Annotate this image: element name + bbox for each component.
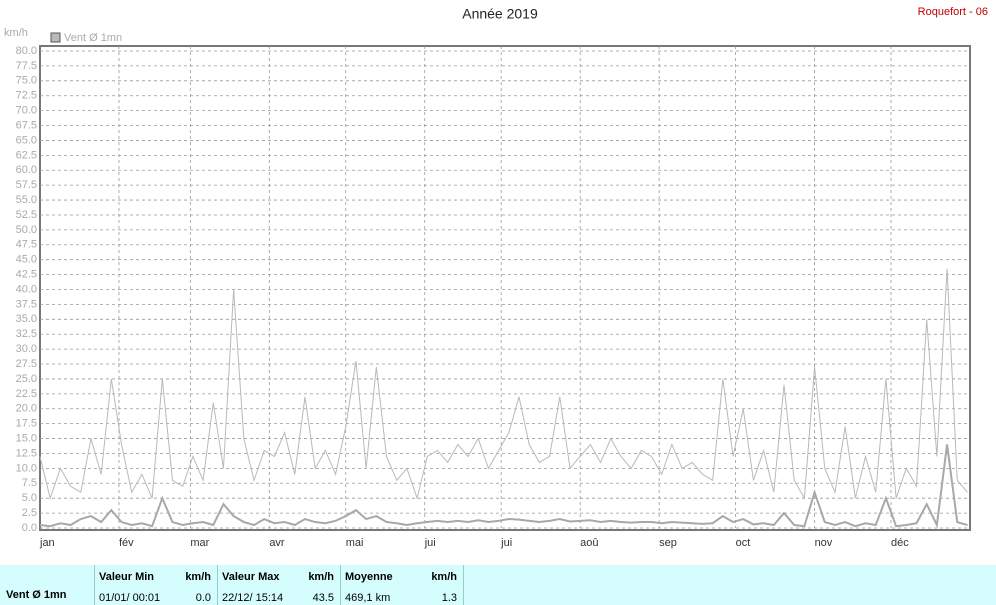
y-tick-label: 35.0: [16, 313, 37, 325]
x-tick-label: jui: [500, 537, 512, 549]
y-tick-label: 32.5: [16, 328, 37, 340]
y-tick-label: 15.0: [16, 432, 37, 444]
y-tick-label: 70.0: [16, 105, 37, 117]
y-tick-label: 40.0: [16, 283, 37, 295]
series-line: [39, 444, 968, 529]
stats-unit: km/h: [431, 571, 457, 583]
x-tick-label: sep: [659, 537, 677, 549]
y-tick-label: 57.5: [16, 179, 37, 191]
y-tick-label: 60.0: [16, 164, 37, 176]
y-tick-label: 12.5: [16, 447, 37, 459]
stats-bar: Vent Ø 1mn Valeur Min km/h 01/01/ 00:01 0.0…: [0, 565, 996, 605]
y-tick-label: 72.5: [16, 90, 37, 102]
x-tick-label: jui: [424, 537, 436, 549]
y-tick-label: 25.0: [16, 373, 37, 385]
y-tick-label: 37.5: [16, 298, 37, 310]
chart-title: Année 2019: [462, 6, 538, 22]
y-tick-label: 5.0: [22, 492, 37, 504]
stats-value: 1.3: [441, 592, 457, 604]
y-axis-label: km/h: [4, 27, 28, 39]
x-tick-label: oct: [736, 537, 751, 549]
stats-column: Valeur Max km/h 22/12/ 15:14 43.5: [218, 565, 341, 605]
station-name: Roquefort - 06: [918, 6, 988, 18]
x-tick-label: avr: [269, 537, 285, 549]
y-tick-label: 62.5: [16, 149, 37, 161]
x-tick-label: jan: [39, 537, 55, 549]
x-tick-label: mar: [190, 537, 209, 549]
y-tick-label: 27.5: [16, 358, 37, 370]
y-tick-label: 52.5: [16, 209, 37, 221]
x-tick-label: nov: [815, 537, 833, 549]
stats-column: Valeur Min km/h 01/01/ 00:01 0.0: [95, 565, 218, 605]
x-tick-label: fév: [119, 537, 134, 549]
y-tick-label: 2.5: [22, 507, 37, 519]
y-tick-label: 65.0: [16, 134, 37, 146]
stats-header: Valeur Min: [99, 571, 155, 583]
y-tick-label: 0.0: [22, 522, 37, 534]
stats-header: Moyenne: [345, 571, 393, 583]
stats-info: 22/12/ 15:14: [222, 592, 284, 604]
y-tick-label: 42.5: [16, 269, 37, 281]
y-tick-label: 50.0: [16, 224, 37, 236]
stats-unit: km/h: [185, 571, 211, 583]
y-tick-label: 80.0: [16, 45, 37, 57]
plot-frame: [39, 45, 971, 531]
y-tick-label: 22.5: [16, 388, 37, 400]
chart: Année 2019 Roquefort - 06 km/h 0.0 2.5 5.0…: [4, 6, 988, 549]
stats-value: 0.0: [195, 592, 211, 604]
series-line: [39, 268, 968, 500]
y-tick-label: 47.5: [16, 239, 37, 251]
stats-info: 01/01/ 00:01: [99, 592, 161, 604]
y-tick-label: 77.5: [16, 60, 37, 72]
x-tick-label: aoû: [580, 537, 598, 549]
y-tick-label: 45.0: [16, 254, 37, 266]
legend-label: Vent Ø 1mn: [64, 32, 122, 44]
stats-label: Vent Ø 1mn: [0, 565, 95, 605]
y-tick-label: 67.5: [16, 119, 37, 131]
x-tick-label: mai: [346, 537, 364, 549]
y-tick-label: 7.5: [22, 477, 37, 489]
y-tick-label: 55.0: [16, 194, 37, 206]
y-tick-label: 10.0: [16, 462, 37, 474]
x-tick-label: déc: [891, 537, 909, 549]
stats-value: 43.5: [312, 592, 334, 604]
y-tick-label: 30.0: [16, 343, 37, 355]
stats-unit: km/h: [308, 571, 334, 583]
y-tick-label: 75.0: [16, 75, 37, 87]
stats-column: Moyenne km/h 469,1 km 1.3: [341, 565, 464, 605]
stats-header: Valeur Max: [222, 571, 280, 583]
legend-swatch: [50, 32, 61, 43]
stats-info: 469,1 km: [345, 592, 391, 604]
y-tick-label: 20.0: [16, 403, 37, 415]
y-tick-label: 17.5: [16, 418, 37, 430]
